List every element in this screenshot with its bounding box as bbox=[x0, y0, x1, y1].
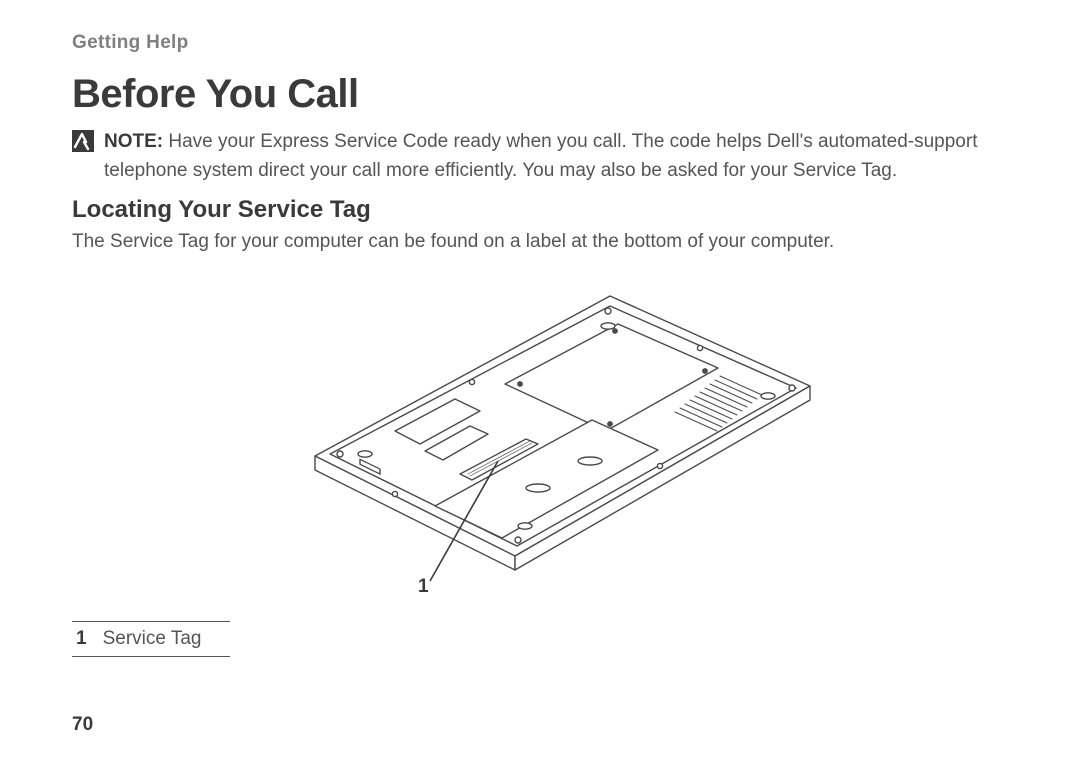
body-paragraph: The Service Tag for your computer can be… bbox=[72, 228, 1008, 257]
laptop-bottom-illustration: 1 bbox=[220, 256, 860, 616]
legend-label: Service Tag bbox=[99, 622, 230, 657]
legend-number: 1 bbox=[72, 622, 99, 657]
note-icon bbox=[72, 130, 94, 152]
note-block: NOTE: Have your Express Service Code rea… bbox=[72, 127, 1008, 186]
page-title: Before You Call bbox=[72, 72, 1008, 117]
figure: 1 bbox=[72, 256, 1008, 621]
document-page: Getting Help Before You Call NOTE: Have … bbox=[0, 0, 1080, 766]
section-subheading: Locating Your Service Tag bbox=[72, 196, 1008, 224]
note-body: Have your Express Service Code ready whe… bbox=[104, 131, 977, 181]
running-header: Getting Help bbox=[72, 32, 1008, 54]
page-number: 70 bbox=[72, 714, 93, 736]
callout-number: 1 bbox=[418, 576, 429, 597]
note-label: NOTE: bbox=[104, 131, 163, 152]
legend-row: 1 Service Tag bbox=[72, 622, 230, 657]
note-text: NOTE: Have your Express Service Code rea… bbox=[104, 127, 1008, 186]
figure-legend: 1 Service Tag bbox=[72, 621, 230, 657]
